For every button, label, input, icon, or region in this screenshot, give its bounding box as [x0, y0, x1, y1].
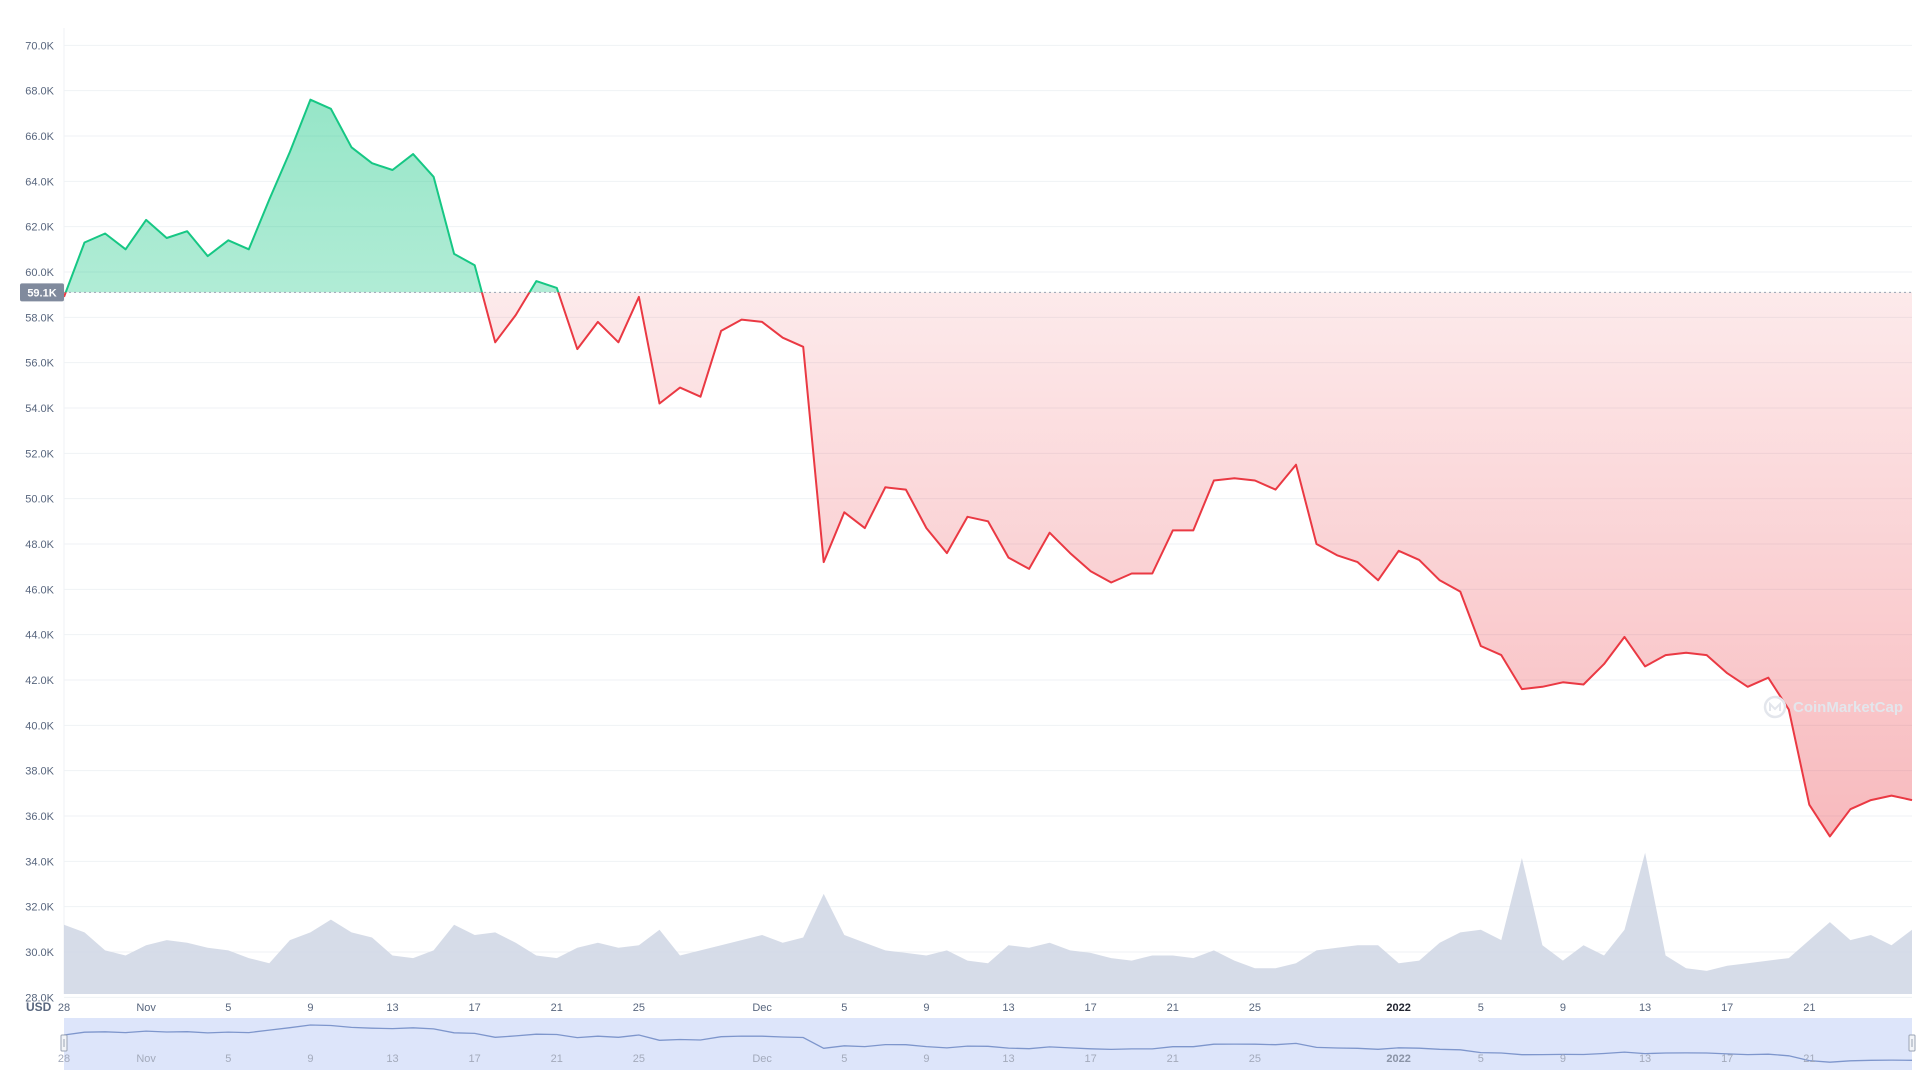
y-tick-label: 52.0K: [25, 448, 54, 460]
y-tick-label: 30.0K: [25, 947, 54, 959]
x-tick-label: 25: [1249, 1002, 1261, 1014]
y-tick-label: 48.0K: [25, 539, 54, 551]
x-tick-label: 28: [58, 1002, 70, 1014]
navigator-right-handle[interactable]: [1908, 1034, 1916, 1052]
navigator-x-tick-label: 5: [1478, 1053, 1484, 1065]
y-tick-label: 36.0K: [25, 811, 54, 823]
x-tick-label: 17: [1085, 1002, 1097, 1014]
x-tick-label: 9: [1560, 1002, 1566, 1014]
navigator-x-tick-label: 25: [633, 1053, 645, 1065]
volume-area-shape: [64, 852, 1912, 994]
navigator-x-tick-label: 2022: [1386, 1053, 1410, 1065]
price-lines: [63, 98, 1913, 838]
navigator-x-tick-label: 25: [1249, 1053, 1261, 1065]
y-tick-label: 44.0K: [25, 630, 54, 642]
y-tick-label: 70.0K: [25, 40, 54, 52]
reference-badge-background: [20, 283, 64, 302]
price-area-fills: [64, 99, 1912, 837]
navigator-x-tick-label: 5: [225, 1053, 231, 1065]
navigator-selection[interactable]: [64, 1018, 1912, 1070]
x-axis-labels: 28 Nov 5 9 13 17 21 25 Dec 5 9 13 17 21 25 2022 5 9 13 17 21: [58, 1002, 1816, 1014]
y-tick-label: 66.0K: [25, 131, 54, 143]
coinmarketcap-logo-mark: [1769, 701, 1781, 711]
navigator-line: [63, 1024, 1913, 1063]
x-tick-label: 13: [1002, 1002, 1014, 1014]
navigator-x-tick-label: 5: [841, 1053, 847, 1065]
navigator-x-tick-label: Nov: [136, 1053, 156, 1065]
reference-value-badge: 59.1K: [20, 283, 64, 302]
navigator-x-tick-label: 21: [551, 1053, 563, 1065]
navigator-x-tick-label: 17: [1721, 1053, 1733, 1065]
navigator-x-tick-label: 21: [1803, 1053, 1815, 1065]
coinmarketcap-watermark: CoinMarketCap: [1763, 695, 1903, 719]
reference-badge-label: 59.1K: [27, 287, 56, 299]
navigator-x-tick-label: 28: [58, 1053, 70, 1065]
navigator-series: [63, 1024, 1913, 1063]
y-tick-label: 68.0K: [25, 86, 54, 98]
y-tick-label: 46.0K: [25, 584, 54, 596]
navigator-x-tick-label: 13: [386, 1053, 398, 1065]
y-tick-label: 40.0K: [25, 720, 54, 732]
y-tick-label: 38.0K: [25, 766, 54, 778]
y-tick-label: 62.0K: [25, 222, 54, 234]
x-tick-label: 2022: [1386, 1002, 1410, 1014]
coinmarketcap-logo-icon: [1763, 695, 1787, 719]
navigator-x-tick-label: 17: [469, 1053, 481, 1065]
y-tick-label: 54.0K: [25, 403, 54, 415]
navigator-x-tick-label: Dec: [752, 1053, 772, 1065]
x-tick-label: 5: [841, 1002, 847, 1014]
y-axis-labels: 70.0K 68.0K 66.0K 64.0K 62.0K 60.0K 58.0K 56.0K…: [25, 40, 54, 1004]
price-area-up: [65, 99, 559, 293]
price-line-down: [63, 292, 1913, 838]
watermark-text: CoinMarketCap: [1793, 699, 1903, 716]
y-tick-label: 64.0K: [25, 176, 54, 188]
x-tick-label: 21: [1167, 1002, 1179, 1014]
x-tick-label: 21: [1803, 1002, 1815, 1014]
navigator-x-tick-label: 17: [1085, 1053, 1097, 1065]
navigator-left-handle[interactable]: [60, 1034, 68, 1052]
y-tick-label: 50.0K: [25, 494, 54, 506]
x-tick-label: Dec: [752, 1002, 772, 1014]
x-tick-label: 13: [386, 1002, 398, 1014]
navigator-x-tick-label: 9: [307, 1053, 313, 1065]
x-tick-label: 13: [1639, 1002, 1651, 1014]
x-tick-label: 17: [469, 1002, 481, 1014]
y-tick-label: 34.0K: [25, 856, 54, 868]
x-tick-label: 25: [633, 1002, 645, 1014]
x-tick-label: 9: [307, 1002, 313, 1014]
x-tick-label: 5: [1478, 1002, 1484, 1014]
price-area-down: [64, 292, 1912, 837]
x-tick-label: 9: [923, 1002, 929, 1014]
navigator-x-tick-label: 9: [1560, 1053, 1566, 1065]
navigator-x-tick-label: 13: [1639, 1053, 1651, 1065]
volume-area: [64, 852, 1912, 994]
range-navigator[interactable]: 28 Nov 5 9 13 17 21 25 Dec 5 9 13 17 21 25 2022 5 9 13 17 21: [58, 1018, 1916, 1070]
y-tick-label: 60.0K: [25, 267, 54, 279]
y-tick-label: 58.0K: [25, 312, 54, 324]
y-tick-label: 28.0K: [25, 992, 54, 1004]
x-tick-label: 17: [1721, 1002, 1733, 1014]
x-tick-label: Nov: [136, 1002, 156, 1014]
x-tick-label: 5: [225, 1002, 231, 1014]
x-tick-label: 21: [551, 1002, 563, 1014]
y-tick-label: 56.0K: [25, 358, 54, 370]
y-tick-label: 32.0K: [25, 902, 54, 914]
currency-label: USD: [26, 1000, 52, 1014]
navigator-x-tick-label: 9: [923, 1053, 929, 1065]
navigator-x-labels: 28 Nov 5 9 13 17 21 25 Dec 5 9 13 17 21 25 2022 5 9 13 17 21: [58, 1053, 1816, 1065]
navigator-x-tick-label: 13: [1002, 1053, 1014, 1065]
y-tick-label: 42.0K: [25, 675, 54, 687]
navigator-x-tick-label: 21: [1167, 1053, 1179, 1065]
price-line-up: [64, 98, 560, 293]
